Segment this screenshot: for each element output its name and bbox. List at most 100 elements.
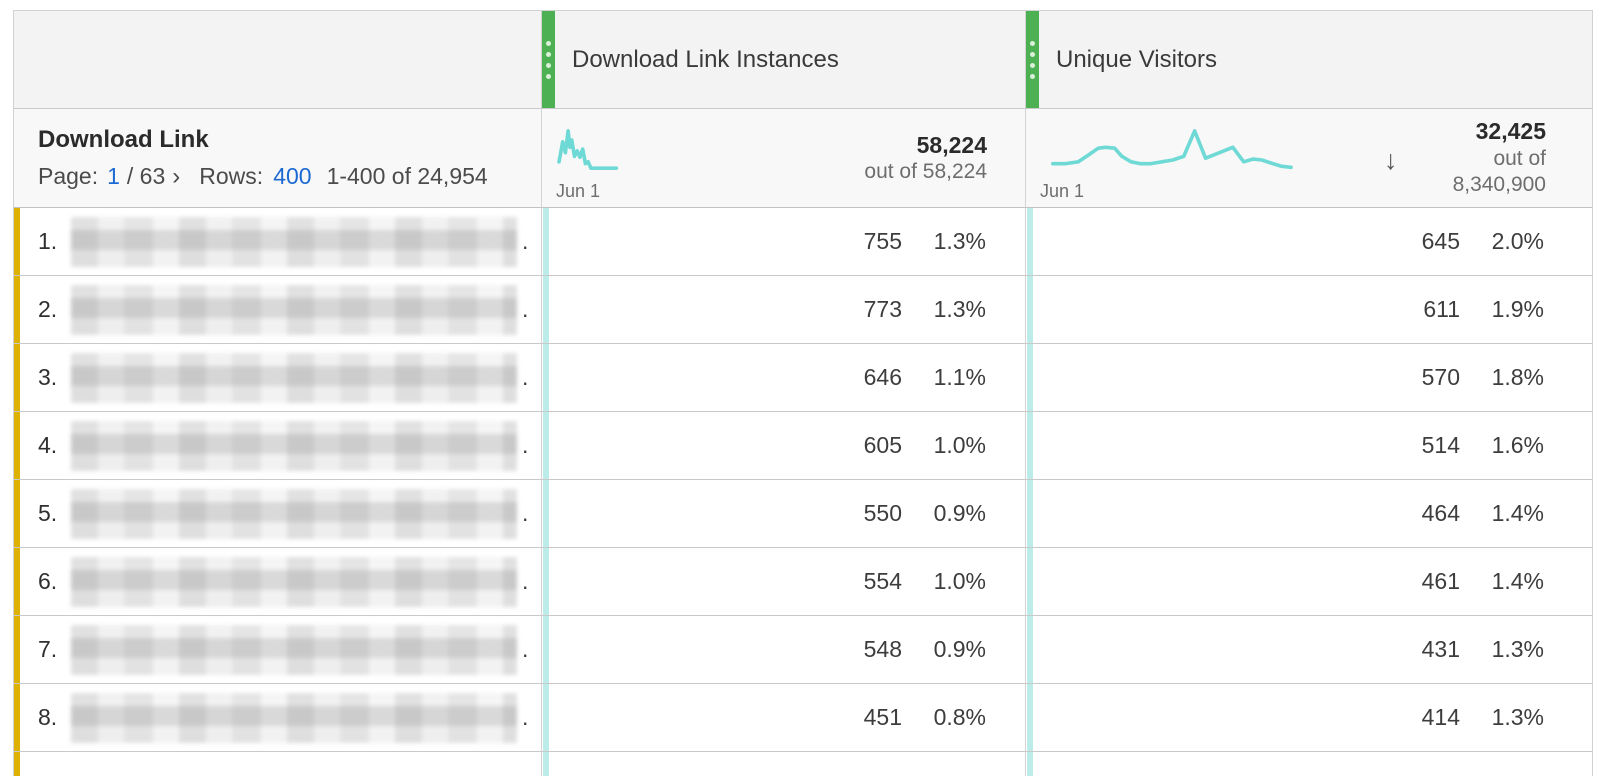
column-accent-bar bbox=[543, 548, 549, 615]
row-label-tail: . bbox=[522, 364, 529, 390]
rows-range-text: 1-400 of 24,954 bbox=[326, 163, 488, 189]
column-accent-bar bbox=[543, 616, 549, 683]
column-drag-handle-icon[interactable] bbox=[1026, 11, 1039, 108]
row-number: 6. bbox=[38, 568, 58, 594]
row-label-redacted bbox=[71, 352, 517, 403]
dimension-title[interactable]: Download Link bbox=[38, 126, 209, 153]
instances-summary-cell: Jun 1 58,224 out of 58,224 bbox=[541, 109, 1025, 208]
metric-out-of: out of 8,340,900 bbox=[1452, 147, 1546, 197]
row-label-tail: . bbox=[522, 228, 529, 254]
row-label-tail: . bbox=[522, 296, 529, 322]
row-dimension-cell[interactable]: 7. . bbox=[14, 616, 541, 684]
row-dimension-cell[interactable]: 6. . bbox=[14, 548, 541, 616]
metric-value: 514 bbox=[1421, 432, 1460, 458]
visitors-value-cell: 431 1.3% bbox=[1025, 616, 1592, 684]
next-page-icon[interactable]: › bbox=[172, 163, 181, 190]
visitors-value-cell: 514 1.6% bbox=[1025, 412, 1592, 480]
column-accent-bar bbox=[543, 344, 549, 411]
row-number: 7. bbox=[38, 636, 58, 662]
page-total: / 63 bbox=[126, 163, 166, 189]
sparkline-date-label: Jun 1 bbox=[1040, 181, 1085, 201]
row-label-tail: . bbox=[522, 500, 529, 526]
metric-value: 755 bbox=[863, 228, 902, 254]
metric-value: 554 bbox=[863, 568, 902, 594]
row-dimension-cell[interactable]: 2. . bbox=[14, 276, 541, 344]
instances-sparkline-block: Jun 1 bbox=[552, 120, 647, 202]
column-accent-bar bbox=[1027, 548, 1033, 615]
instances-value-cell: 451 0.8% bbox=[541, 684, 1025, 752]
instances-value-cell: 605 1.0% bbox=[541, 412, 1025, 480]
row-number: 3. bbox=[38, 364, 58, 390]
row-label-tail: . bbox=[522, 704, 529, 730]
metric-value: 464 bbox=[1421, 500, 1460, 526]
visitors-sparkline-chart bbox=[1051, 129, 1293, 170]
column-header-instances[interactable]: Download Link Instances bbox=[541, 11, 1025, 109]
page-number-link[interactable]: 1 bbox=[107, 163, 120, 189]
row-label-redacted bbox=[71, 556, 517, 607]
row-dimension-cell[interactable]: 3. . bbox=[14, 344, 541, 412]
metric-percent: 1.1% bbox=[933, 364, 986, 390]
metric-percent: 0.8% bbox=[933, 704, 986, 730]
metric-value: 773 bbox=[863, 296, 902, 322]
metric-value: 414 bbox=[1421, 704, 1460, 730]
row-label-redacted bbox=[71, 216, 517, 267]
row-label-tail: . bbox=[522, 636, 529, 662]
row-color-marker bbox=[14, 752, 20, 776]
column-accent-bar bbox=[1027, 752, 1033, 776]
metric-value: 461 bbox=[1421, 568, 1460, 594]
visitors-value-cell bbox=[1025, 752, 1592, 776]
column-header-unique-visitors[interactable]: Unique Visitors bbox=[1025, 11, 1592, 109]
row-dimension-cell[interactable]: 8. . bbox=[14, 684, 541, 752]
metric-value: 550 bbox=[863, 500, 902, 526]
metric-out-of: out of 58,224 bbox=[864, 160, 987, 184]
column-accent-bar bbox=[543, 684, 549, 751]
instances-value-cell: 550 0.9% bbox=[541, 480, 1025, 548]
instances-value-cell: 755 1.3% bbox=[541, 208, 1025, 276]
column-accent-bar bbox=[543, 412, 549, 479]
instances-sparkline-chart bbox=[557, 129, 619, 170]
sparkline-date-label: Jun 1 bbox=[556, 181, 601, 201]
column-accent-bar bbox=[543, 208, 549, 275]
metric-value: 611 bbox=[1423, 296, 1460, 322]
metric-percent: 1.4% bbox=[1491, 500, 1544, 526]
visitors-value-cell: 645 2.0% bbox=[1025, 208, 1592, 276]
row-number: 8. bbox=[38, 704, 58, 730]
metric-value: 605 bbox=[863, 432, 902, 458]
metric-value: 646 bbox=[863, 364, 902, 390]
row-color-marker bbox=[14, 412, 20, 479]
column-drag-handle-icon[interactable] bbox=[542, 11, 555, 108]
column-accent-bar bbox=[1027, 208, 1033, 275]
row-dimension-cell[interactable]: 1. . bbox=[14, 208, 541, 276]
column-accent-bar bbox=[1027, 616, 1033, 683]
metric-value: 548 bbox=[863, 636, 902, 662]
metric-percent: 1.4% bbox=[1491, 568, 1544, 594]
row-dimension-cell[interactable] bbox=[14, 752, 541, 776]
column-accent-bar bbox=[1027, 344, 1033, 411]
sort-descending-icon[interactable]: ↓ bbox=[1384, 144, 1398, 175]
column-accent-bar bbox=[1027, 412, 1033, 479]
instances-totals: 58,224 out of 58,224 bbox=[864, 131, 1025, 186]
sparkline-path bbox=[557, 129, 619, 170]
page-label: Page: bbox=[38, 163, 99, 189]
metric-total: 32,425 bbox=[1475, 118, 1546, 145]
column-header-label[interactable]: Unique Visitors bbox=[1056, 45, 1217, 73]
row-number: 4. bbox=[38, 432, 58, 458]
row-dimension-cell[interactable]: 4. . bbox=[14, 412, 541, 480]
row-label-redacted bbox=[71, 692, 517, 743]
metric-percent: 2.0% bbox=[1491, 228, 1544, 254]
metric-value: 451 bbox=[863, 704, 902, 730]
column-accent-bar bbox=[543, 752, 549, 776]
row-color-marker bbox=[14, 616, 20, 683]
instances-value-cell: 548 0.9% bbox=[541, 616, 1025, 684]
pagination-bar: Page: 1 / 63 › Rows: 400 1-400 of 24,954 bbox=[38, 163, 541, 190]
instances-value-cell: 773 1.3% bbox=[541, 276, 1025, 344]
row-dimension-cell[interactable]: 5. . bbox=[14, 480, 541, 548]
row-color-marker bbox=[14, 480, 20, 547]
visitors-value-cell: 414 1.3% bbox=[1025, 684, 1592, 752]
metric-percent: 1.0% bbox=[933, 432, 986, 458]
metric-value: 431 bbox=[1421, 636, 1460, 662]
row-label-tail: . bbox=[522, 568, 529, 594]
rows-count-link[interactable]: 400 bbox=[273, 163, 312, 189]
row-label-redacted bbox=[71, 488, 517, 539]
column-header-label[interactable]: Download Link Instances bbox=[572, 45, 839, 73]
